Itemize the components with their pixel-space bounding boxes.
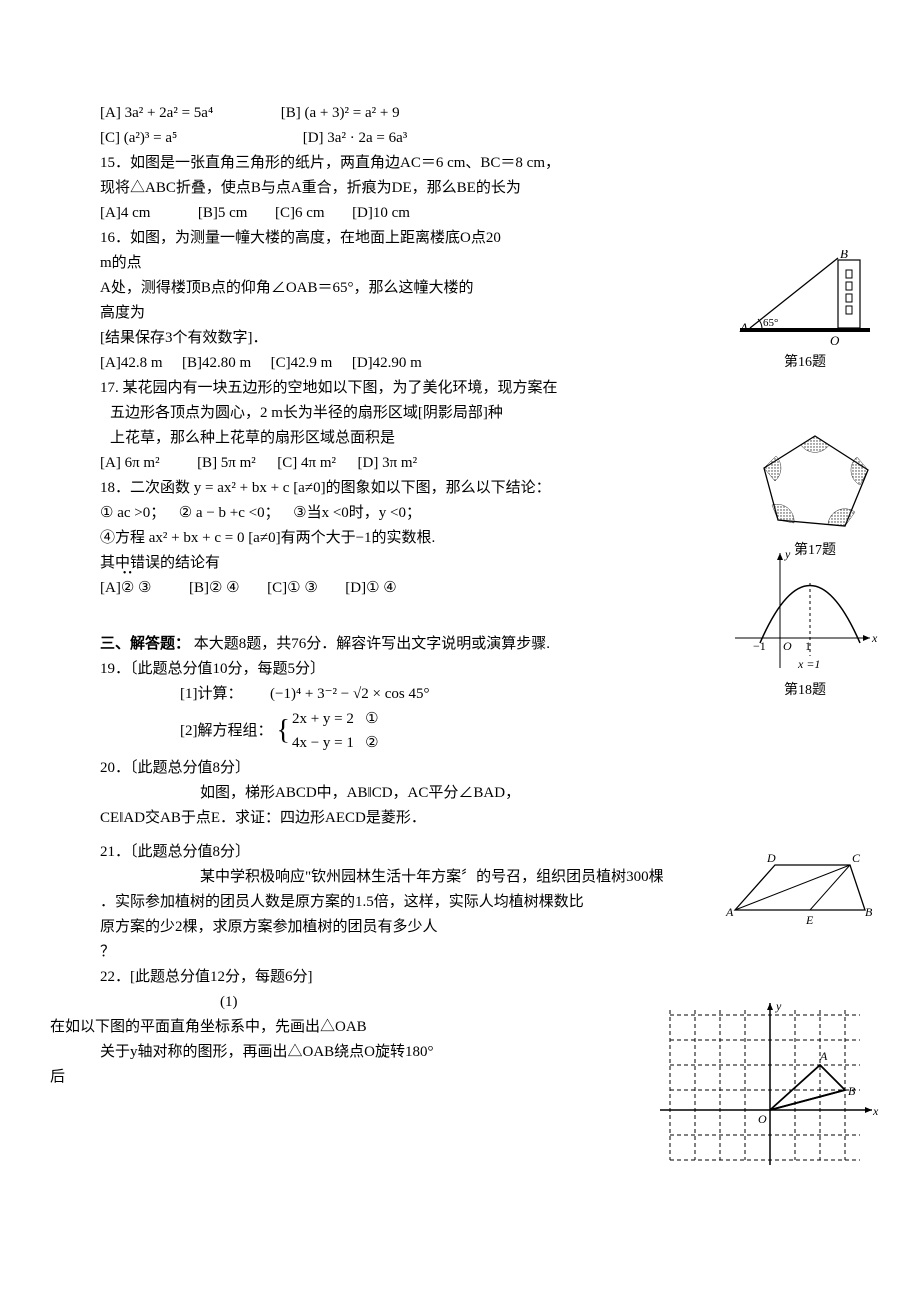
fig18-O: O xyxy=(783,639,792,653)
fig16-O: O xyxy=(830,333,840,348)
q18-optC: [C]① ③ xyxy=(267,580,318,596)
fig22-svg: O A B x y xyxy=(650,1000,880,1170)
fig16-angle: 65° xyxy=(763,317,778,329)
fig20-B: B xyxy=(865,905,873,919)
fig20-E: E xyxy=(805,913,814,927)
q17-stem1: 17. 某花园内有一块五边形的空地如以下图，为了美化环境，现方案在 xyxy=(100,376,880,400)
fig17-svg xyxy=(750,428,880,538)
q22-stem: 22．[此题总分值12分，每题6分] xyxy=(100,965,880,989)
q18-optD: [D]① ④ xyxy=(345,580,396,596)
fig20-A: A xyxy=(725,905,734,919)
q18-c1: ① ac >0； xyxy=(100,505,165,521)
q14-optC: [C] (a²)³ = a⁵ xyxy=(100,130,177,146)
fig18-x: x xyxy=(871,631,878,645)
q19-eq2-num: ② xyxy=(365,735,378,751)
q21-body4: ？ xyxy=(100,940,880,964)
fig22-y: y xyxy=(775,1000,782,1013)
q15-optD: [D]10 cm xyxy=(352,205,410,221)
fig18-y: y xyxy=(784,548,791,561)
fig16-B: B xyxy=(840,250,848,261)
q19-eq2: 4x − y = 1 xyxy=(292,735,354,751)
figure-22: O A B x y xyxy=(650,1000,880,1170)
figure-20: A B C D E xyxy=(720,850,880,930)
q16-optA: [A]42.8 m xyxy=(100,355,163,371)
fig16-A: A xyxy=(739,320,748,335)
q20-body1: 如图，梯形ABCD中，AB‖CD，AC平分∠BAD， xyxy=(200,781,880,805)
q19-part2-label: [2]解方程组： xyxy=(180,719,273,743)
q15-stem2: 现将△ABC折叠，使点B与点A重合，折痕为DE，那么BE的长为 xyxy=(100,176,880,200)
q15-options: [A]4 cm [B]5 cm [C]6 cm [D]10 cm xyxy=(100,201,880,225)
figure-16: 65° A B O 第16题 xyxy=(730,250,880,374)
fig16-caption: 第16题 xyxy=(730,352,880,374)
q17-optA: [A] 6π m² xyxy=(100,455,160,471)
fig22-O: O xyxy=(758,1112,767,1126)
q14-options-row1: [A] 3a² + 2a² = 5a⁴ [B] (a + 3)² = a² + … xyxy=(100,101,880,125)
q16-optD: [D]42.90 m xyxy=(352,355,422,371)
figure-17: 第17题 xyxy=(750,428,880,562)
fig18-neg1: −1 xyxy=(753,639,766,653)
q20-body2: CE‖AD交AB于点E．求证：四边形AECD是菱形． xyxy=(100,806,880,830)
q18-optB: [B]② ④ xyxy=(189,580,240,596)
fig20-D: D xyxy=(766,851,776,865)
q19-part1-expr: (−1)⁴ + 3⁻² − √2 × cos 45° xyxy=(270,686,429,702)
section3-desc: 本大题8题，共76分．解容许写出文字说明或演算步骤. xyxy=(194,636,550,652)
q19-part1-label: [1]计算： xyxy=(180,686,243,702)
q19-eq1-num: ① xyxy=(365,711,378,727)
fig18-svg: −1 1 O x y x =1 xyxy=(730,548,880,678)
q18-c2: ② a − b +c <0； xyxy=(179,505,280,521)
q20-stem: 20．〔此题总分值8分〕 xyxy=(100,756,880,780)
q16-stem1: 16．如图，为测量一幢大楼的高度，在地面上距离楼底O点20 xyxy=(100,226,880,250)
q15-optA: [A]4 cm xyxy=(100,205,150,221)
section3-title: 三、解答题： xyxy=(100,636,190,652)
q15-stem1: 15．如图是一张直角三角形的纸片，两直角边AC＝6 cm、BC＝8 cm， xyxy=(100,151,880,175)
q17-stem2: 五边形各顶点为圆心，2 m长为半径的扇形区域[阴影局部]种 xyxy=(110,401,880,425)
fig20-C: C xyxy=(852,851,861,865)
q14-options-row2: [C] (a²)³ = a⁵ [D] 3a² · 2a = 6a³ xyxy=(100,126,880,150)
q15-optB: [B]5 cm xyxy=(198,205,248,221)
q14-optB: [B] (a + 3)² = a² + 9 xyxy=(281,105,400,121)
fig18-caption: 第18题 xyxy=(730,680,880,702)
q19-eq1: 2x + y = 2 xyxy=(292,711,354,727)
q17-optB: [B] 5π m² xyxy=(197,455,256,471)
fig18-1: 1 xyxy=(805,639,811,653)
q14-optA: [A] 3a² + 2a² = 5a⁴ xyxy=(100,105,213,121)
fig20-svg: A B C D E xyxy=(720,850,880,930)
figure-18: −1 1 O x y x =1 第18题 xyxy=(730,548,880,702)
q17-optC: [C] 4π m² xyxy=(277,455,336,471)
q19-part2: [2]解方程组： { 2x + y = 2 ① 4x − y = 1 ② xyxy=(180,707,880,755)
q17-optD: [D] 3π m² xyxy=(358,455,418,471)
fig22-B: B xyxy=(848,1084,856,1098)
q18-c3: ③当x <0时，y <0； xyxy=(293,505,421,521)
q16-optC: [C]42.9 m xyxy=(271,355,333,371)
q14-optD: [D] 3a² · 2a = 6a³ xyxy=(303,130,408,146)
q16-optB: [B]42.80 m xyxy=(182,355,251,371)
fig18-vertex: x =1 xyxy=(797,657,820,671)
fig22-x: x xyxy=(872,1104,879,1118)
q18-optA: [A]② ③ xyxy=(100,580,151,596)
fig22-A: A xyxy=(819,1049,828,1063)
q15-optC: [C]6 cm xyxy=(275,205,325,221)
fig16-svg: 65° A B O xyxy=(730,250,880,350)
